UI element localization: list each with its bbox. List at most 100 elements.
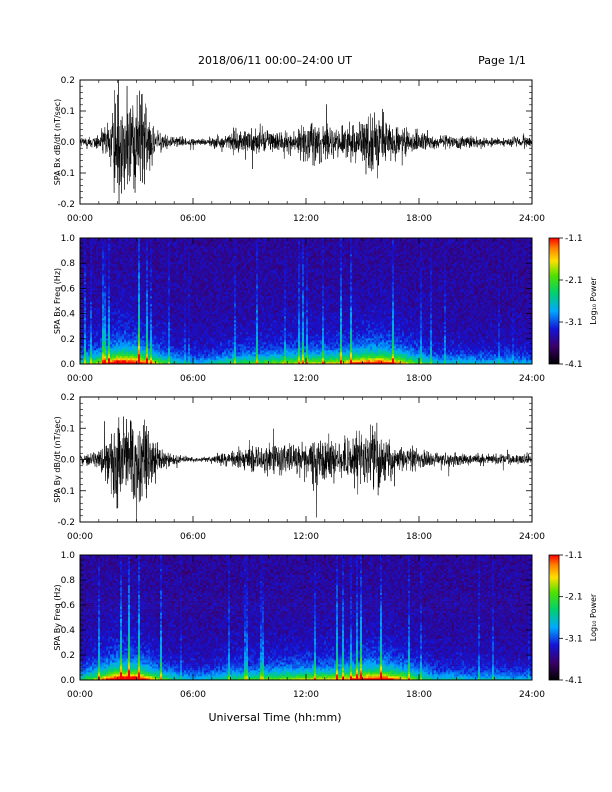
spectrogram-cell [104,248,106,250]
spectrogram-cell [88,314,90,316]
spectrogram-cell [106,360,108,362]
spectrogram-cell [98,292,100,294]
spectrogram-cell [84,342,86,344]
spectrogram-cell [94,280,96,282]
spectrogram-cell [108,350,110,352]
spectrogram-cell [100,280,102,282]
spectrogram-cell [108,340,110,342]
spectrogram-cell [86,264,88,266]
spectrogram-cell [88,342,90,344]
spectrogram-cell [98,308,100,310]
spectrogram-cell [108,348,110,350]
spectrogram-cell [116,326,118,328]
spectrogram-cell [94,282,96,284]
spectrogram-cell [84,346,86,348]
spectrogram-cell [110,344,112,346]
spectrogram-cell [106,334,108,336]
spectrogram-cell [82,286,84,288]
spectrogram-cell [98,330,100,332]
spectrogram-cell [110,348,112,350]
spectrogram-cell [98,304,100,306]
spectrogram-cell [84,272,86,274]
spectrogram-cell [110,270,112,272]
spectrogram-cell [88,326,90,328]
spectrogram-cell [82,354,84,356]
spectrogram-cell [98,246,100,248]
spectrogram-cell [84,332,86,334]
spectrogram-cell [98,320,100,322]
spectrogram-cell [116,320,118,322]
spectrogram-cell [112,310,114,312]
spectrogram-cell [88,258,90,260]
spectrogram-cell [110,240,112,242]
spectrogram-cell [114,256,116,258]
spectrogram-cell [106,354,108,356]
spectrogram-cell [82,244,84,246]
spectrogram-cell [90,258,92,260]
spectrogram-cell [86,348,88,350]
spectrogram-cell [92,306,94,308]
spectrogram-cell [112,302,114,304]
spectrogram-cell [100,296,102,298]
spectrogram-cell [96,348,98,350]
spectrogram-cell [110,292,112,294]
spectrogram-cell [94,256,96,258]
spectrogram-cell [106,320,108,322]
spectrogram-cell [104,246,106,248]
spectrogram-cell [102,350,104,352]
spectrogram-cell [106,270,108,272]
spectrogram-cell [92,356,94,358]
spectrogram-cell [106,298,108,300]
spectrogram-cell [108,264,110,266]
spectrogram-cell [90,242,92,244]
spectrogram-cell [116,338,118,340]
spectrogram-cell [88,252,90,254]
spectrogram-cell [88,298,90,300]
spectrogram-cell [98,274,100,276]
spectrogram-cell [96,354,98,356]
spectrogram-cell [94,358,96,360]
spectrogram-cell [116,260,118,262]
spectrogram-cell [106,332,108,334]
spectrogram-cell [108,338,110,340]
spectrogram-cell [84,322,86,324]
spectrogram-cell [84,270,86,272]
spectrogram-cell [98,312,100,314]
spectrogram-cell [104,286,106,288]
spectrogram-cell [96,286,98,288]
spectrogram-cell [114,260,116,262]
spectrogram-cell [102,328,104,330]
spectrogram-cell [116,270,118,272]
spectrogram-cell [100,254,102,256]
spectrogram-cell [100,242,102,244]
spectrogram-cell [106,322,108,324]
spectrogram-cell [112,252,114,254]
spectrogram-cell [104,266,106,268]
spectrogram-cell [90,254,92,256]
spectrogram-cell [82,320,84,322]
spectrogram-cell [108,312,110,314]
spectrogram-cell [116,278,118,280]
spectrogram-cell [94,284,96,286]
spectrogram-cell [96,244,98,246]
spectrogram-cell [108,278,110,280]
x-tick-label: 18:00 [406,214,432,224]
spectrogram-cell [96,274,98,276]
spectrogram-cell [106,356,108,358]
spectrogram-cell [114,360,116,362]
spectrogram-cell [104,282,106,284]
spectrogram-cell [110,356,112,358]
spectrogram-cell [112,328,114,330]
spectrogram-cell [106,268,108,270]
spectrogram-cell [96,284,98,286]
spectrogram-cell [82,344,84,346]
spectrogram-cell [104,280,106,282]
spectrogram-cell [96,300,98,302]
spectrogram-cell [104,260,106,262]
spectrogram-cell [100,244,102,246]
spectrogram-cell [96,258,98,260]
spectrogram-cell [100,320,102,322]
spectrogram-cell [110,328,112,330]
timeseries-panel-0: 0.20.10.0-0.1-0.2SPA Bx dB/dt (nT/sec)00… [53,51,545,224]
spectrogram-cell [108,242,110,244]
